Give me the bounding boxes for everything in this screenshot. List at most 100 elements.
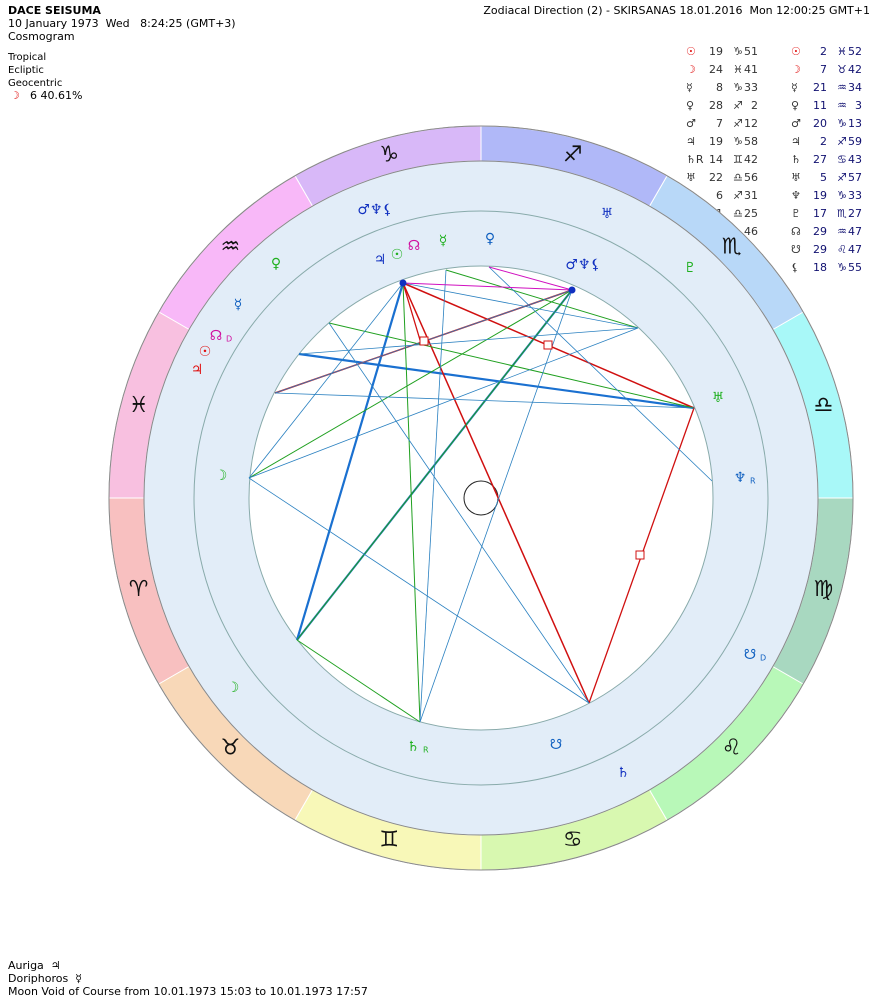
minute: 52 xyxy=(848,45,862,58)
degree: 14 xyxy=(709,153,723,166)
degree: 7 xyxy=(820,63,827,76)
wheel-planet-glyph: ♄ xyxy=(407,739,420,755)
person-name: DACE SEISUMA xyxy=(8,4,101,17)
minute: 58 xyxy=(744,135,758,148)
minute: 2 xyxy=(751,99,758,112)
planet-glyph: ☽ xyxy=(686,63,696,76)
sign-glyph: ♑ xyxy=(837,189,847,202)
sign-glyph: ♒ xyxy=(837,81,847,94)
wheel-planet-glyph: ☊ xyxy=(210,328,222,344)
wheel-planet-glyph: ♅ xyxy=(712,390,725,406)
direction-title: Zodiacal Direction (2) - SKIRSANAS 18.01… xyxy=(483,4,870,17)
wheel-planet-glyph: ♂♆⚸ xyxy=(565,257,600,273)
zodiac-glyph: ♑ xyxy=(379,143,399,168)
setting: Geocentric xyxy=(8,78,62,89)
footer-line: Auriga ♃ xyxy=(8,959,61,972)
glyph-suffix: R xyxy=(750,477,756,486)
planet-glyph: ☊ xyxy=(791,225,801,238)
aspect-line xyxy=(402,282,590,704)
minute: 42 xyxy=(848,63,862,76)
planet-glyph: ♆ xyxy=(791,189,801,202)
zodiac-glyph: ♏ xyxy=(722,234,742,259)
wheel-planet-glyph: ☿ xyxy=(439,233,448,249)
minute: 43 xyxy=(848,153,862,166)
aspect-marker xyxy=(543,340,553,350)
aspect-line xyxy=(402,282,639,329)
minute: 46 xyxy=(744,225,758,238)
sign-glyph: ♑ xyxy=(837,117,847,130)
wheel-planet-glyph: ♅ xyxy=(601,206,614,222)
moon-phase: 6 40.61% xyxy=(30,89,82,102)
footer-line: Doriphoros ☿ xyxy=(8,972,82,985)
minute: 51 xyxy=(744,45,758,58)
sign-glyph: ♐ xyxy=(837,135,847,148)
outer-ring xyxy=(108,125,854,871)
sign-glyph: ♎ xyxy=(733,207,743,220)
degree: 2 xyxy=(820,135,827,148)
zodiac-glyph: ♓ xyxy=(129,393,149,418)
minute: 25 xyxy=(744,207,758,220)
degree: 6 xyxy=(716,189,723,202)
aspect-line xyxy=(248,477,590,704)
planet-glyph: ☉ xyxy=(791,45,801,58)
planet-glyph: ♇ xyxy=(791,207,801,220)
sign-glyph: ♐ xyxy=(733,99,743,112)
sign-glyph: ♐ xyxy=(733,189,743,202)
planet-glyph: ☉ xyxy=(686,45,696,58)
zodiac-glyph: ♒ xyxy=(220,234,240,259)
glyph-suffix: R xyxy=(423,746,429,755)
planet-glyph: ♃ xyxy=(791,135,801,148)
aspect-line xyxy=(488,266,713,482)
degree: 28 xyxy=(709,99,723,112)
setting: Ecliptic xyxy=(8,65,44,76)
sign-glyph: ♉ xyxy=(837,63,847,76)
aspect-line xyxy=(445,269,639,329)
minute: 3 xyxy=(855,99,862,112)
wheel-planet-glyph: ☉ xyxy=(391,247,404,263)
degree: 20 xyxy=(813,117,827,130)
planet-glyph: ♄ xyxy=(791,153,801,166)
minute: 12 xyxy=(744,117,758,130)
planet-glyph: ☿ xyxy=(791,81,798,94)
aspect-line xyxy=(248,289,573,479)
zodiac-glyph: ♍ xyxy=(814,577,834,602)
wheel-planet-glyph: ♇ xyxy=(684,260,697,276)
wheel-planet-glyph: ☉ xyxy=(199,344,212,360)
aspect-line xyxy=(296,639,421,723)
degree: 21 xyxy=(813,81,827,94)
sign-glyph: ♑ xyxy=(733,45,743,58)
minute: 27 xyxy=(848,207,862,220)
aspect-marker xyxy=(635,550,645,560)
sign-glyph: ♐ xyxy=(733,117,743,130)
planet-glyph: ♂ xyxy=(791,117,801,130)
planet-glyph: ⚸ xyxy=(791,261,799,274)
wheel-planet-glyph: ♄ xyxy=(617,765,630,781)
wheel-planet-glyph: ☊ xyxy=(408,238,420,254)
glyph-suffix: D xyxy=(760,654,766,663)
degree: 17 xyxy=(813,207,827,220)
degree: 5 xyxy=(820,171,827,184)
wheel-planet-glyph: ♆ xyxy=(734,470,747,486)
minute: 57 xyxy=(848,171,862,184)
aspect-line xyxy=(402,282,421,723)
wheel-planet-glyph: ♃ xyxy=(374,252,387,268)
sign-glyph: ♓ xyxy=(733,63,743,76)
planet-glyph: ♄R xyxy=(686,153,704,166)
degree: 19 xyxy=(709,135,723,148)
wheel-planet-glyph: ☽ xyxy=(227,680,240,696)
sign-glyph: ♐ xyxy=(837,171,847,184)
aspect-line xyxy=(402,282,573,291)
degree: 19 xyxy=(709,45,723,58)
degree: 29 xyxy=(813,225,827,238)
planet-glyph: ☿ xyxy=(686,81,693,94)
setting: Tropical xyxy=(7,52,46,63)
planet-glyph: ♅ xyxy=(791,171,801,184)
aspect-line xyxy=(298,327,639,355)
planet-glyph: ♃ xyxy=(686,135,696,148)
aspect-line xyxy=(274,392,695,409)
sign-glyph: ♊ xyxy=(733,153,743,166)
sign-glyph: ♏ xyxy=(837,207,847,220)
aspect-line xyxy=(419,269,447,723)
degree: 18 xyxy=(813,261,827,274)
